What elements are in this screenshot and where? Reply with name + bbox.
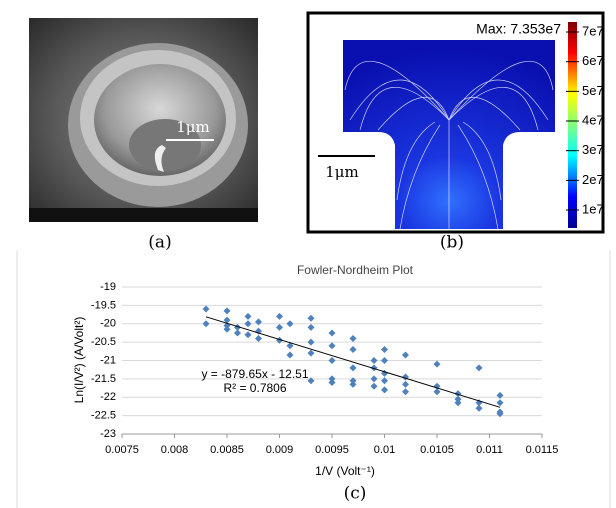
point	[328, 375, 336, 383]
point	[223, 307, 231, 315]
trendline	[205, 316, 501, 408]
point	[381, 345, 388, 353]
colorbar-label: 6e7	[582, 53, 604, 68]
caption: (a)	[148, 233, 171, 253]
point	[381, 377, 388, 385]
point	[381, 386, 388, 394]
point	[223, 316, 231, 324]
point	[244, 312, 252, 320]
point	[349, 364, 357, 372]
y-tick-label: -22	[100, 391, 116, 403]
streamlines	[344, 60, 554, 230]
sem-image: 1μm	[29, 18, 258, 222]
point	[370, 375, 378, 383]
point	[223, 325, 231, 333]
y-tick-label: -22.5	[91, 410, 116, 422]
x-tick-label: 0.0105	[420, 444, 454, 456]
scale-label: 1μm	[176, 118, 210, 136]
colorbar-label: 5e7	[582, 83, 604, 98]
point	[234, 329, 241, 337]
point	[202, 305, 210, 313]
point	[255, 334, 262, 342]
y-axis-label: Ln(I/V²) (A/Volt²)	[72, 317, 86, 404]
point	[370, 382, 378, 390]
point	[496, 399, 504, 407]
caption: (b)	[440, 233, 464, 253]
point	[307, 377, 315, 385]
trendline-equation: y = -879.65x - 12.51	[201, 367, 308, 381]
y-tick-label: -19.5	[91, 299, 116, 311]
point	[328, 329, 336, 337]
point	[328, 379, 336, 387]
point	[286, 320, 294, 328]
point	[244, 331, 252, 339]
tip	[154, 145, 166, 172]
max-label: Max: 7.353e7	[476, 21, 561, 37]
pillar-well	[129, 119, 201, 171]
point	[244, 320, 252, 328]
point	[307, 314, 315, 322]
point	[496, 410, 504, 418]
x-tick-label: 0.0095	[315, 444, 349, 456]
point	[349, 377, 357, 385]
point	[328, 357, 336, 364]
point	[381, 357, 388, 364]
point	[202, 320, 210, 328]
y-tick-label: -21.5	[91, 373, 116, 385]
x-tick-label: 0.0075	[105, 444, 139, 456]
point	[307, 338, 315, 346]
point	[349, 334, 357, 342]
point	[433, 360, 441, 368]
chart: Fowler-Nordheim Plot 1/V (Volt⁻¹) Ln(I/V…	[72, 263, 558, 478]
point	[286, 351, 294, 359]
x-axis-label: 1/V (Volt⁻¹)	[315, 464, 375, 478]
point	[402, 388, 409, 396]
colorbar-labels: 7e7 6e7 5e7 4e7 3e7 2e7 1e7	[566, 23, 604, 216]
point	[307, 349, 315, 357]
point	[286, 342, 294, 350]
trendline-r2: R² = 0.7806	[223, 381, 286, 395]
y-tick-label: -21	[100, 354, 116, 366]
point	[475, 404, 483, 412]
sem-info-bar	[29, 208, 258, 222]
point	[307, 323, 315, 331]
colorbar-label: 1e7	[582, 201, 604, 216]
simulation: Max: 7.353e7 7e7 6e7 5e7 4e7 3e7 2e7 1e7 1μm	[306, 11, 605, 234]
x-tick-label: 0.008	[161, 444, 189, 456]
point	[349, 380, 357, 388]
point	[328, 342, 336, 350]
y-tick-label: -19	[100, 281, 116, 293]
y-tick-label: -23	[100, 428, 116, 440]
colorbar	[568, 22, 577, 228]
x-tick-label: 0.0085	[210, 444, 244, 456]
point	[454, 395, 462, 403]
colorbar-label: 4e7	[582, 112, 604, 127]
x-tick-label: 0.011	[476, 444, 503, 456]
point	[255, 318, 262, 326]
point	[475, 364, 483, 372]
point	[496, 391, 504, 399]
point	[349, 345, 357, 353]
y-tick-label: -20.5	[91, 336, 116, 348]
x-tick-label: 0.009	[266, 444, 294, 456]
y-tick-label: -20	[100, 318, 116, 330]
x-tick-label: 0.0115	[526, 444, 559, 456]
colorbar-label: 2e7	[582, 172, 604, 187]
chart-title: Fowler-Nordheim Plot	[297, 263, 414, 277]
colorbar-label: 3e7	[582, 142, 604, 157]
point	[276, 323, 283, 331]
point	[454, 399, 462, 407]
point	[433, 388, 441, 396]
point	[276, 312, 283, 320]
point	[402, 380, 409, 388]
scale-label: 1μm	[325, 163, 359, 181]
x-tick-label: 0.01	[374, 444, 395, 456]
caption: (c)	[344, 484, 367, 504]
colorbar-label: 7e7	[582, 23, 604, 38]
point	[402, 351, 409, 359]
point	[370, 357, 378, 364]
point	[370, 364, 378, 372]
